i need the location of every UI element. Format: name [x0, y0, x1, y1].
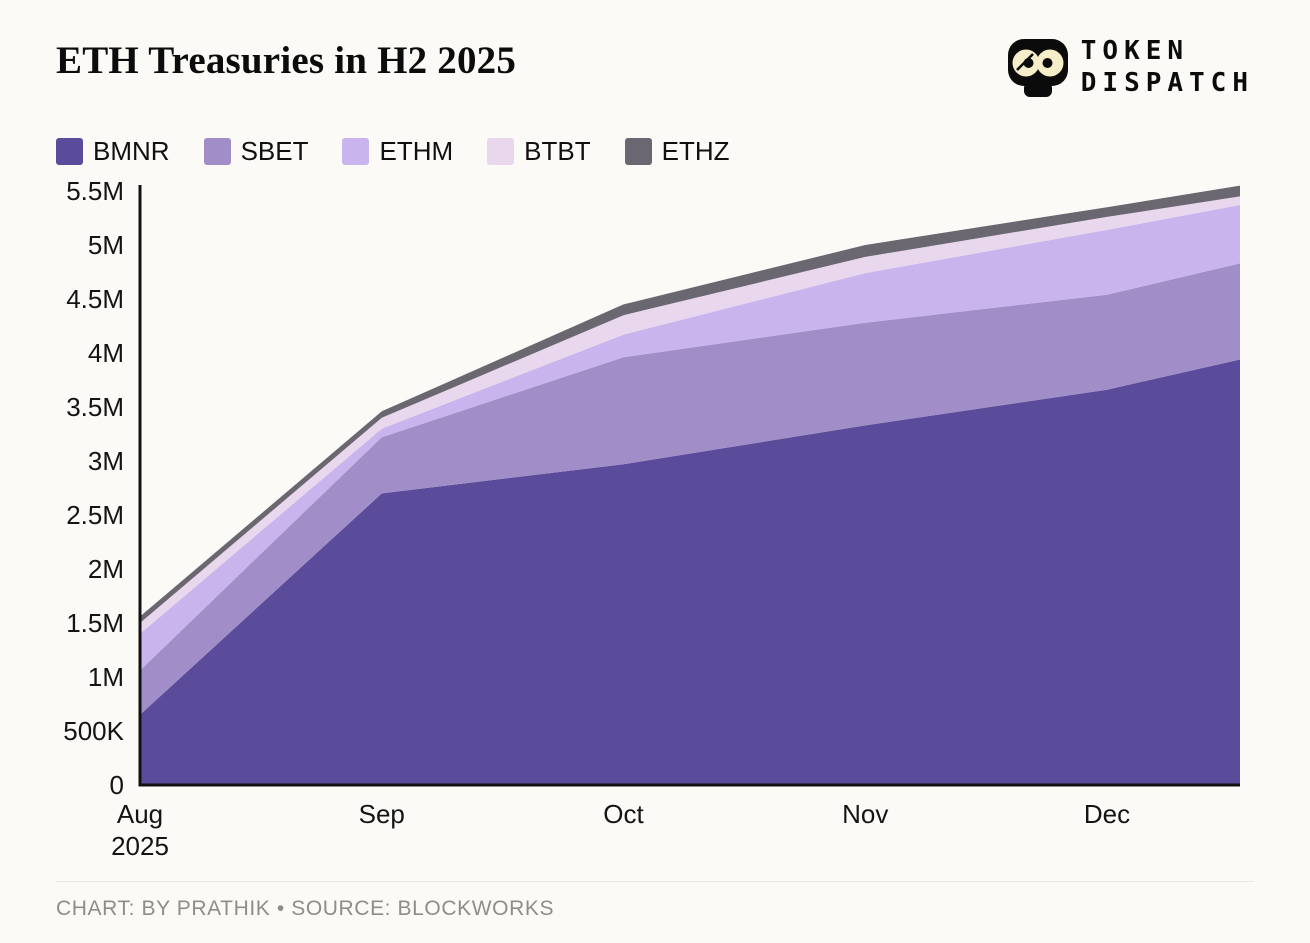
y-axis-tick-label: 1M — [88, 662, 124, 692]
y-axis-tick-label: 5M — [88, 230, 124, 260]
legend-label: BTBT — [524, 136, 591, 166]
legend-item-btbt: BTBT — [487, 136, 591, 167]
brand-logo: TOKEN DISPATCH — [1007, 34, 1254, 100]
y-axis-tick-label: 2M — [88, 554, 124, 584]
y-axis-tick-label: 3.5M — [66, 392, 124, 422]
y-axis-tick-label: 2.5M — [66, 500, 124, 530]
chart-credit: CHART: BY PRATHIK • SOURCE: BLOCKWORKS — [56, 881, 1254, 921]
legend-item-sbet: SBET — [203, 136, 309, 167]
legend-item-bmnr: BMNR — [56, 136, 170, 167]
x-axis-tick-label: Nov — [842, 799, 888, 829]
y-axis-tick-label: 500K — [63, 716, 124, 746]
legend-label: ETHZ — [661, 136, 730, 166]
x-axis-tick-label: Aug — [117, 799, 163, 829]
y-axis-tick-label: 4M — [88, 338, 124, 368]
owl-logo-icon — [1007, 39, 1068, 97]
legend-item-ethz: ETHZ — [624, 136, 730, 167]
area-sbet — [140, 263, 1240, 715]
legend-swatch — [203, 138, 231, 165]
y-axis-tick-label: 4.5M — [66, 284, 124, 314]
x-axis-tick-sublabel: 2025 — [111, 831, 169, 861]
header: ETH Treasuries in H2 2025 TOKEN DISPATCH — [56, 34, 1254, 100]
page: ETH Treasuries in H2 2025 TOKEN DISPATCH… — [56, 34, 1254, 921]
y-axis-tick-label: 1.5M — [66, 608, 124, 638]
x-axis-tick-label: Oct — [603, 799, 644, 829]
legend-swatch — [56, 138, 83, 165]
brand-line1: TOKEN — [1080, 35, 1190, 66]
legend-item-ethm: ETHM — [342, 136, 453, 167]
chart-legend: BMNR SBET ETHM BTBT ETHZ — [56, 136, 1254, 167]
area-ethm — [140, 205, 1240, 671]
page-title: ETH Treasuries in H2 2025 — [56, 39, 517, 82]
y-axis-tick-label: 3M — [88, 446, 124, 476]
legend-swatch — [487, 138, 515, 165]
x-axis-tick-label: Sep — [359, 799, 405, 829]
legend-label: SBET — [240, 136, 309, 166]
legend-swatch — [342, 138, 370, 165]
area-bmnr — [140, 359, 1240, 785]
legend-swatch — [624, 138, 652, 165]
x-axis-tick-label: Dec — [1084, 799, 1130, 829]
legend-label: BMNR — [93, 136, 170, 166]
y-axis-tick-label: 5.5M — [66, 179, 124, 206]
brand-wordmark: TOKEN DISPATCH — [1081, 35, 1254, 100]
brand-line2: DISPATCH — [1080, 68, 1254, 98]
legend-label: ETHM — [379, 136, 454, 166]
stacked-area-chart: 0 500K 1M 1.5M 2M 2.5M 3M 3.5M 4M 4.5M 5M 5.5M Aug20… — [63, 179, 1240, 861]
y-axis-tick-label: 0 — [110, 770, 124, 800]
chart-area: 0 500K 1M 1.5M 2M 2.5M 3M 3.5M 4M 4.5M 5M 5.5M Aug 20… — [56, 179, 1254, 879]
